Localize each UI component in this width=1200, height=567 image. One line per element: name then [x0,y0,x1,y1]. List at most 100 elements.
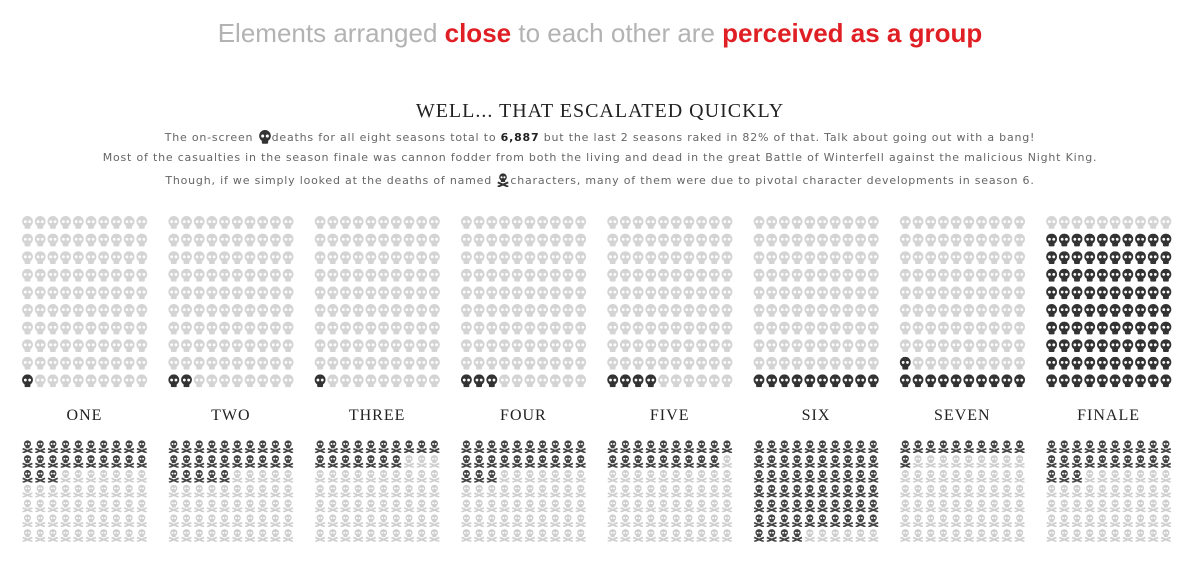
icon-empty [473,216,485,229]
icon-empty [47,286,59,300]
icon-empty [696,286,708,300]
icon-empty [1045,499,1058,513]
icon-empty [549,268,561,282]
icon-empty [632,356,644,370]
icon-empty [867,528,880,542]
icon-filled [1013,440,1026,453]
icon-empty [899,233,911,247]
icon-empty [85,304,97,317]
icon-empty [766,216,778,229]
icon-empty [181,286,192,300]
icon-empty [963,528,975,542]
icon-empty [562,514,574,527]
icon-empty [753,356,765,370]
icon-empty [925,216,937,229]
icon-empty [403,484,415,498]
icon-empty [123,268,135,282]
icon-filled [804,469,816,483]
season-label: THREE [349,407,406,424]
icon-empty [403,374,415,388]
icon-empty [327,233,339,247]
icon-empty [562,216,574,229]
icon-empty [498,484,511,498]
icon-empty [460,339,472,352]
icon-empty [657,484,670,498]
icon-empty [136,528,148,542]
icon-filled [855,374,867,388]
icon-empty [976,233,987,247]
icon-empty [1001,321,1013,335]
icon-empty [403,286,415,300]
icon-filled [206,440,218,453]
icon-empty [670,484,682,498]
icon-empty [1096,499,1109,513]
icon-empty [549,251,561,264]
icon-empty [632,216,644,229]
icon-empty [963,514,975,527]
icon-empty [1001,514,1013,527]
icon-filled [1096,454,1109,468]
icon-empty [766,304,778,317]
icon-filled [377,440,390,453]
icon-empty [499,216,510,229]
icon-empty [950,286,962,300]
icon-empty [562,304,574,317]
icon-empty [377,514,390,527]
icon-empty [1001,268,1013,282]
icon-empty [85,233,97,247]
icon-filled [327,454,339,468]
icon-empty [607,356,619,370]
icon-empty [486,514,498,527]
icon-empty [607,304,619,317]
icon-empty [59,484,72,498]
icon-filled [1135,374,1146,388]
icon-empty [524,356,536,370]
icon-empty [72,251,84,264]
icon-empty [804,321,816,335]
icon-empty [988,339,1000,352]
icon-empty [1071,499,1083,513]
icon-empty [22,356,33,370]
icon-empty [34,484,46,498]
icon-empty [696,268,708,282]
icon-empty [339,528,352,542]
icon-empty [791,339,803,352]
icon-empty [110,514,123,527]
icon-empty [1147,499,1159,513]
icon-filled [854,484,867,498]
icon-empty [269,528,282,542]
icon-filled [854,514,867,527]
icon-empty [327,484,339,498]
icon-empty [778,356,790,370]
icon-filled [975,440,988,453]
icon-empty [645,304,657,317]
icon-empty [963,251,975,264]
icon-empty [428,374,440,388]
icon-empty [645,321,657,335]
icon-empty [1071,514,1083,527]
icon-filled [1109,286,1121,300]
icon-empty [912,304,924,317]
icon-empty [1001,469,1013,483]
icon-empty [282,268,294,282]
icon-empty [282,374,294,388]
icon-empty [244,216,256,229]
icon-empty [110,286,122,300]
icon-filled [753,374,765,388]
icon-empty [607,251,619,264]
icon-empty [365,233,377,247]
icon-empty [937,251,949,264]
icon-empty [415,514,428,527]
icon-empty [791,216,803,229]
icon-empty [804,339,816,352]
icon-filled [1122,268,1134,282]
icon-filled [206,469,218,483]
icon-empty [562,528,574,542]
icon-empty [817,216,828,229]
icon-filled [390,440,403,453]
icon-empty [1014,216,1026,229]
icon-empty [98,339,110,352]
icon-filled [765,454,778,468]
headline: Elements arranged close to each other ar… [0,18,1200,49]
icon-empty [562,251,574,264]
